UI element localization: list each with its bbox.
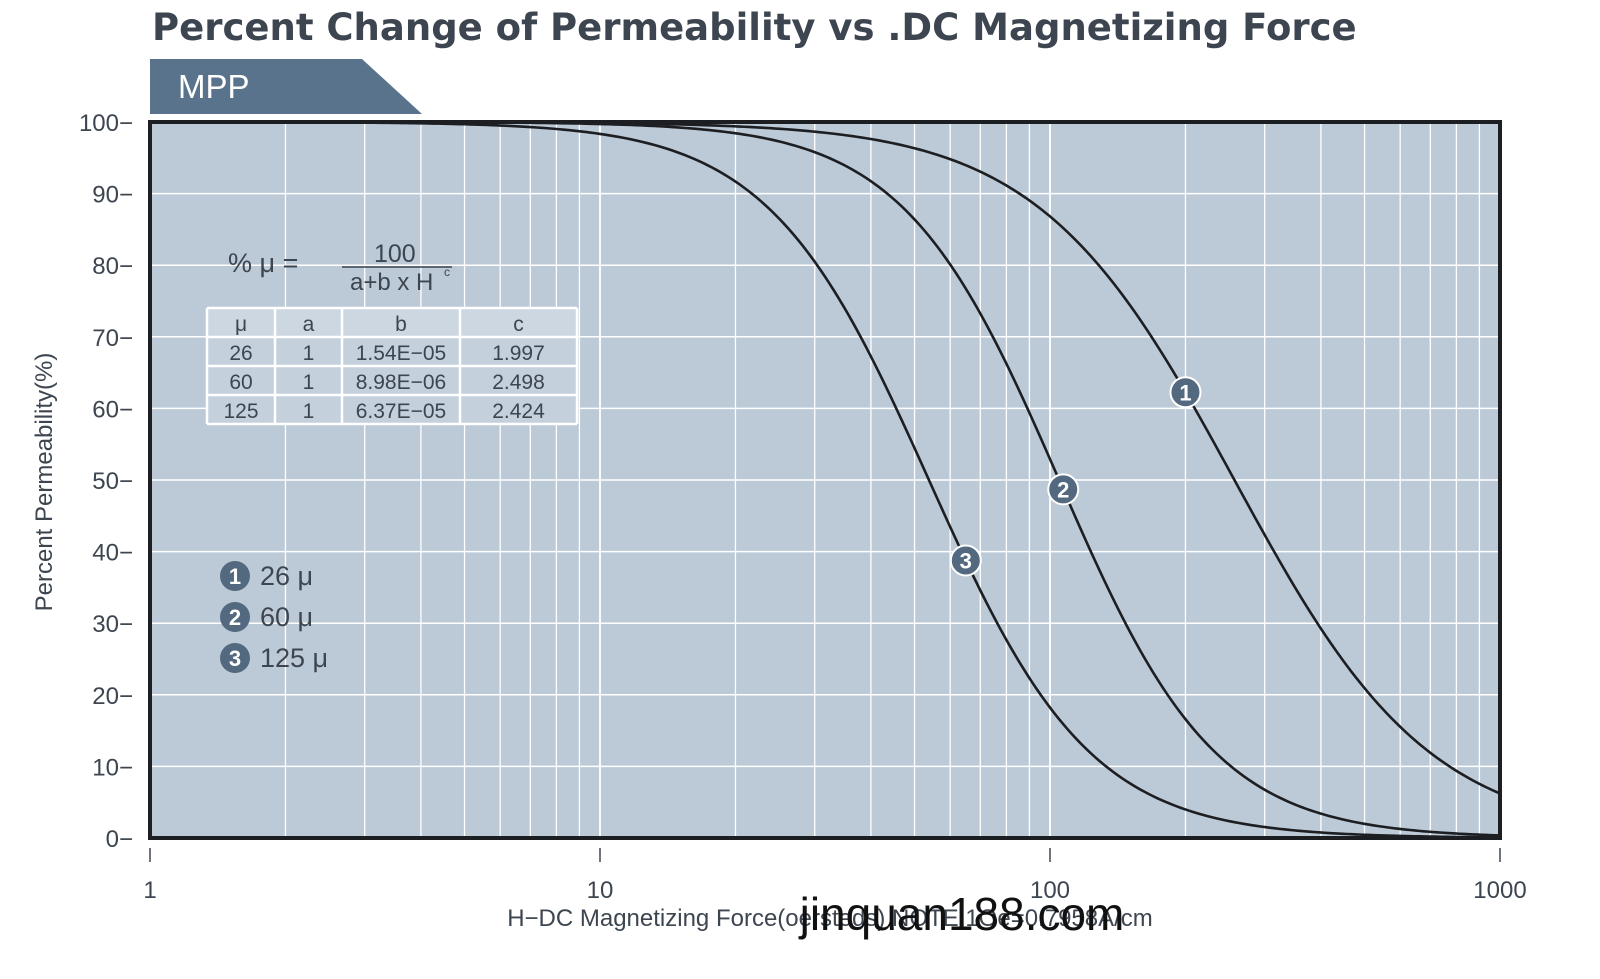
y-tick-label: 50− bbox=[92, 468, 133, 495]
y-tick-label: 90− bbox=[92, 182, 133, 209]
curve-marker-label: 2 bbox=[1057, 477, 1069, 502]
legend-marker-label: 2 bbox=[229, 605, 241, 630]
curve-marker-1 bbox=[1169, 376, 1202, 409]
y-tick-label: 30− bbox=[92, 611, 133, 638]
table-cell: 60 bbox=[229, 371, 252, 394]
legend-label: 60 μ bbox=[260, 602, 313, 632]
y-tick-label: 60− bbox=[92, 396, 133, 423]
table-body-bg bbox=[207, 337, 577, 424]
table-cell: 1 bbox=[303, 371, 315, 394]
table-cell: 1.54E−05 bbox=[356, 342, 447, 365]
table-header-cell: a bbox=[303, 313, 315, 336]
formula-denominator: a+b x H bbox=[350, 269, 433, 296]
legend-label: 26 μ bbox=[260, 561, 313, 591]
axis-ticks: 0− 10− 20− 30− 40− 50− 60− 70− 80− 90− 100− 1 10 100 1… bbox=[79, 110, 1527, 904]
curve-markers: 1 2 3 bbox=[949, 376, 1202, 577]
x-axis-label: H−DC Magnetizing Force(oersteds) NOTE:1O… bbox=[507, 905, 1153, 932]
y-tick-label: 70− bbox=[92, 325, 133, 352]
watermark: jinquan188.com bbox=[798, 888, 1125, 940]
legend-label: 125 μ bbox=[260, 643, 328, 673]
mpp-badge-label: MPP bbox=[178, 68, 250, 105]
plot-border bbox=[148, 120, 1502, 840]
table-cell: 1 bbox=[303, 400, 315, 423]
formula: % μ = 100 a+b x H c bbox=[228, 240, 452, 296]
x-tick-label: 100 bbox=[1030, 877, 1070, 904]
legend-marker-3 bbox=[220, 643, 250, 673]
table-cell: 125 bbox=[223, 400, 258, 423]
table-header-cell: b bbox=[395, 313, 407, 336]
curve-marker-label: 3 bbox=[960, 548, 972, 573]
y-tick-label: 100− bbox=[79, 110, 133, 137]
x-tick-label: 1 bbox=[143, 877, 156, 904]
coefficient-table: μ a b c 26 1 1.54E−05 1.997 60 1 8.98E−06 2.498 125 1… bbox=[205, 306, 579, 426]
table-header-bg bbox=[207, 308, 577, 337]
grid-lines bbox=[150, 122, 1500, 838]
curve-marker-label: 1 bbox=[1179, 380, 1191, 405]
table-cell: 1.997 bbox=[492, 342, 545, 365]
legend-marker-2 bbox=[220, 602, 250, 632]
mpp-badge-shape bbox=[150, 59, 422, 114]
table-cell: 2.498 bbox=[492, 371, 545, 394]
formula-exponent: c bbox=[444, 265, 450, 279]
legend-marker-label: 3 bbox=[229, 646, 241, 671]
table-cell: 8.98E−06 bbox=[356, 371, 447, 394]
y-axis-label: Percent Permeability(%) bbox=[31, 353, 58, 612]
table-header-cell: μ bbox=[235, 313, 247, 336]
x-tick-label: 1000 bbox=[1473, 877, 1526, 904]
table-header-cell: c bbox=[513, 313, 524, 336]
table-cell: 26 bbox=[229, 342, 252, 365]
y-tick-label: 0− bbox=[106, 826, 133, 853]
x-tick-label: 10 bbox=[587, 877, 614, 904]
y-tick-label: 80− bbox=[92, 253, 133, 280]
y-tick-label: 10− bbox=[92, 754, 133, 781]
curve-marker-2 bbox=[1047, 473, 1080, 506]
y-tick-label: 20− bbox=[92, 683, 133, 710]
legend-marker-1 bbox=[220, 561, 250, 591]
formula-lhs: % μ = bbox=[228, 248, 298, 278]
y-tick-label: 40− bbox=[92, 540, 133, 567]
curve-marker-3 bbox=[949, 544, 982, 577]
formula-numerator: 100 bbox=[374, 240, 416, 268]
chart-title: Percent Change of Permeability vs .DC Ma… bbox=[152, 6, 1357, 49]
mpp-badge: MPP bbox=[150, 59, 422, 114]
legend-marker-label: 1 bbox=[229, 564, 241, 589]
table-cell: 1 bbox=[303, 342, 315, 365]
table-cell: 2.424 bbox=[492, 400, 545, 423]
legend: 1 26 μ 2 60 μ 3 125 μ bbox=[220, 561, 328, 673]
table-cell: 6.37E−05 bbox=[356, 400, 447, 423]
